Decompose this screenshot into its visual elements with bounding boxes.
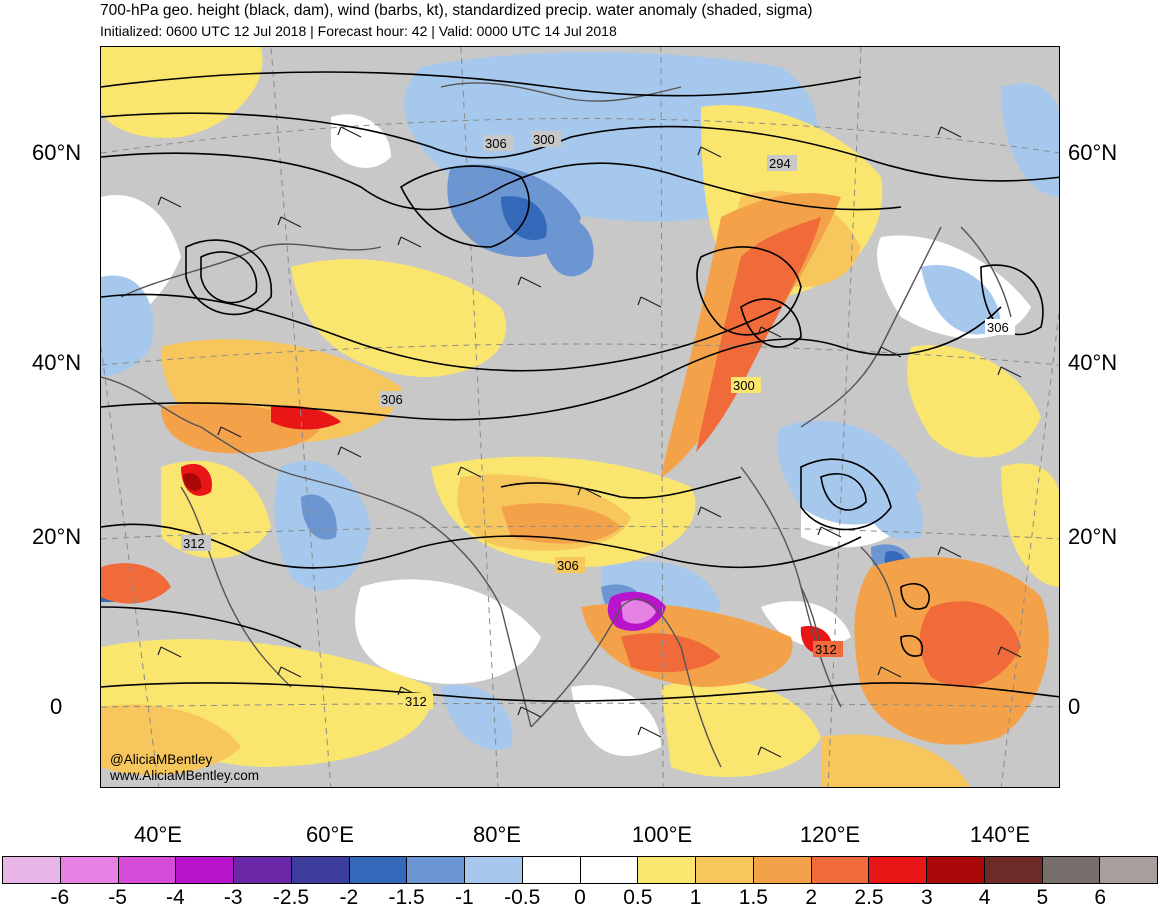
colorbar-cell xyxy=(696,857,754,883)
colorbar-cell xyxy=(176,857,234,883)
contour-label: 312 xyxy=(815,642,837,657)
forecast-map-svg: 306 300 294 306 300 306 312 306 312 312 xyxy=(101,47,1059,787)
colorbar-label: -5 xyxy=(108,886,127,909)
lat-label-left: 60°N xyxy=(32,140,82,165)
colorbar-cell xyxy=(291,857,350,883)
lon-label: 120°E xyxy=(799,822,861,847)
shading-purple xyxy=(607,591,666,631)
colorbar-label: 3 xyxy=(920,886,933,909)
colorbar-label: 5 xyxy=(1036,886,1049,909)
colorbar-label: -1.5 xyxy=(388,886,425,909)
colorbar-cell xyxy=(234,857,292,883)
map-title: 700-hPa geo. height (black, dam), wind (… xyxy=(100,2,813,19)
lat-label-right: 20°N xyxy=(1068,524,1118,549)
colorbar-label: 2 xyxy=(805,886,818,909)
contour-label: 300 xyxy=(733,378,755,393)
wind-barbs xyxy=(157,126,1022,758)
colorbar-cell xyxy=(580,857,639,883)
colorbar-label: 1.5 xyxy=(738,886,768,909)
colorbar-cell xyxy=(753,857,812,883)
colorbar xyxy=(2,856,1158,884)
height-contours xyxy=(101,71,1059,702)
contour-label: 294 xyxy=(769,156,791,171)
forecast-map: 306 300 294 306 300 306 312 306 312 312 xyxy=(100,46,1060,788)
lat-label-right: 40°N xyxy=(1068,350,1118,375)
colorbar-label: 1 xyxy=(689,886,702,909)
lon-label: 80°E xyxy=(473,822,521,847)
colorbar-label: 4 xyxy=(978,886,991,909)
colorbar-label: -2.5 xyxy=(272,886,310,909)
colorbar-label: -3 xyxy=(223,886,243,909)
map-subtitle: Initialized: 0600 UTC 12 Jul 2018 | Fore… xyxy=(100,23,617,39)
colorbar-label: 0 xyxy=(574,886,586,909)
colorbar-cell xyxy=(60,857,119,883)
lat-label-right: 60°N xyxy=(1068,140,1118,165)
contour-label: 300 xyxy=(533,132,555,147)
lat-label-left: 20°N xyxy=(32,524,82,549)
contour-label: 306 xyxy=(381,392,403,407)
colorbar-cell xyxy=(1042,857,1101,883)
colorbar-cell xyxy=(407,857,465,883)
contour-label: 312 xyxy=(405,694,427,709)
credit-handle: @AliciaMBentley xyxy=(110,752,213,767)
colorbar-label: -0.5 xyxy=(504,886,541,909)
colorbar-cell xyxy=(869,857,927,883)
lat-label-right: 0 xyxy=(1068,694,1081,719)
colorbar-label: 6 xyxy=(1094,886,1107,909)
contour-label: 306 xyxy=(987,320,1009,335)
colorbar-cell xyxy=(465,857,523,883)
shading-dark-red xyxy=(183,472,202,491)
colorbar-cell xyxy=(638,857,696,883)
colorbar-cell xyxy=(984,857,1043,883)
colorbar-label: -6 xyxy=(50,886,70,909)
colorbar-label: 2.5 xyxy=(854,886,884,909)
credit-url: www.AliciaMBentley.com xyxy=(110,768,260,783)
colorbar-cell xyxy=(927,857,985,883)
contour-label: 306 xyxy=(485,136,507,151)
colorbar-label: 0.5 xyxy=(623,886,653,909)
contour-label-group: 306 300 294 306 300 306 312 306 312 312 xyxy=(181,131,1015,709)
colorbar-cell xyxy=(118,857,177,883)
colorbar-cell xyxy=(1100,857,1157,883)
lon-label: 100°E xyxy=(631,822,693,847)
colorbar-label: -1 xyxy=(455,886,474,909)
contour-label: 306 xyxy=(557,558,579,573)
colorbar-label: -4 xyxy=(166,886,185,909)
colorbar-cell xyxy=(811,857,870,883)
colorbar-cell xyxy=(522,857,581,883)
colorbar-cell xyxy=(349,857,408,883)
lon-label: 140°E xyxy=(969,822,1031,847)
colorbar-label: -2 xyxy=(339,886,359,909)
lat-label-left: 0 xyxy=(50,694,63,719)
lon-label: 40°E xyxy=(134,822,182,847)
lat-label-left: 40°N xyxy=(32,350,82,375)
contour-label: 312 xyxy=(183,536,205,551)
lon-label: 60°E xyxy=(306,822,354,847)
colorbar-cell xyxy=(3,857,61,883)
